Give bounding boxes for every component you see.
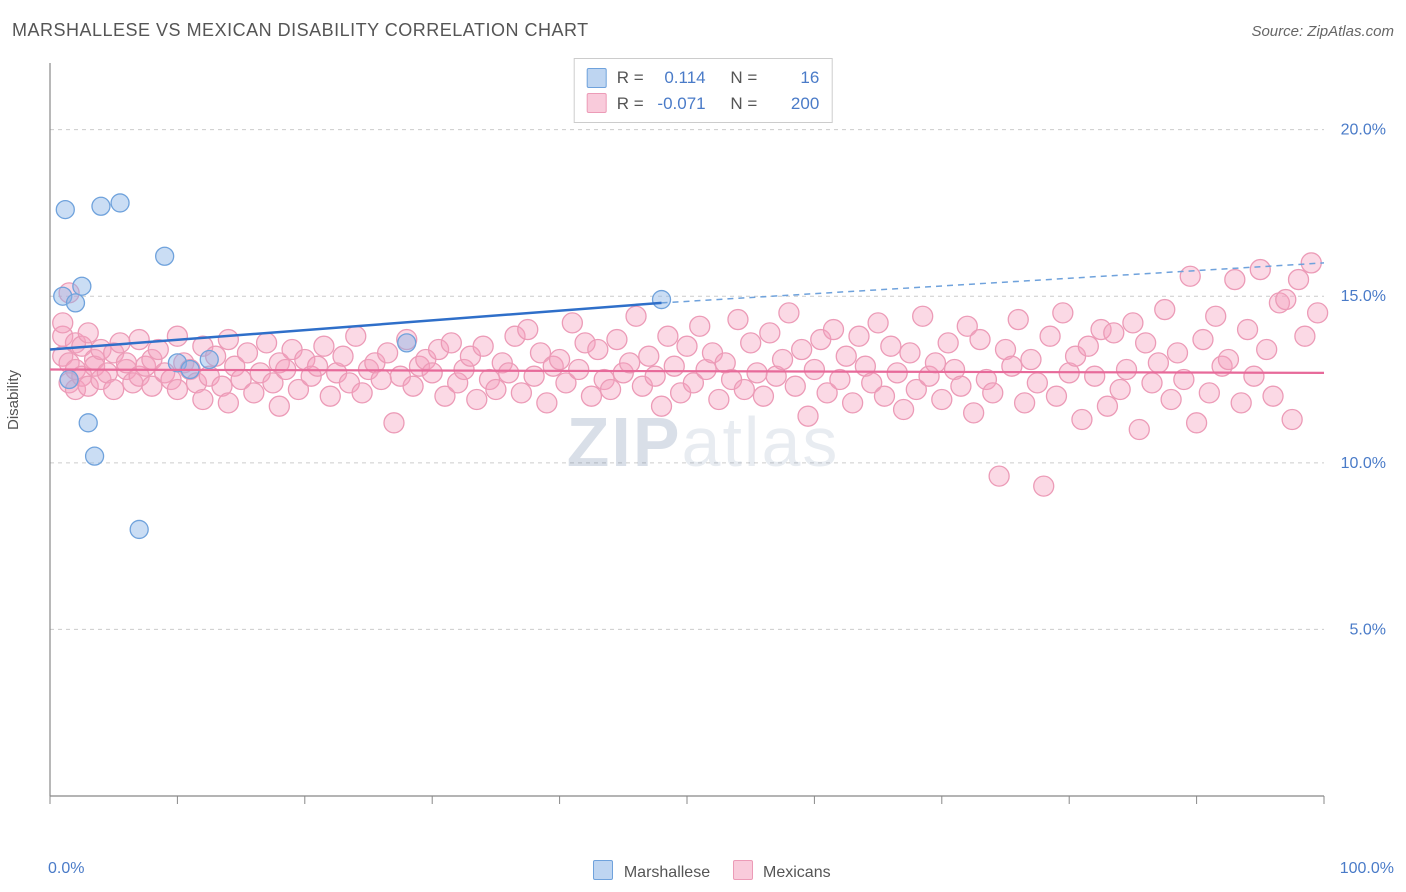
source-attribution: Source: ZipAtlas.com <box>1251 23 1394 40</box>
chart-title: MARSHALLESE VS MEXICAN DISABILITY CORREL… <box>12 20 589 41</box>
correlation-row-marshallese: R = 0.114 N = 16 <box>587 65 820 91</box>
svg-text:10.0%: 10.0% <box>1341 455 1386 472</box>
svg-text:5.0%: 5.0% <box>1350 621 1386 638</box>
swatch-icon <box>587 68 607 88</box>
svg-text:15.0%: 15.0% <box>1341 288 1386 305</box>
swatch-icon <box>587 93 607 113</box>
svg-text:20.0%: 20.0% <box>1341 122 1386 139</box>
legend-label-marshallese: Marshallese <box>624 864 710 881</box>
y-axis-label: Disability <box>5 370 22 430</box>
correlation-legend: R = 0.114 N = 16 R = -0.071 N = 200 <box>574 58 833 123</box>
swatch-icon <box>593 860 613 880</box>
x-axis-min-label: 0.0% <box>48 860 84 878</box>
swatch-icon <box>733 860 753 880</box>
scatter-plot: 5.0% 10.0% 15.0% 20.0% <box>42 55 1394 830</box>
legend-bottom: Marshallese Mexicans <box>0 860 1406 882</box>
legend-label-mexicans: Mexicans <box>763 864 831 881</box>
x-axis-max-label: 100.0% <box>1340 860 1394 878</box>
correlation-row-mexicans: R = -0.071 N = 200 <box>587 91 820 117</box>
